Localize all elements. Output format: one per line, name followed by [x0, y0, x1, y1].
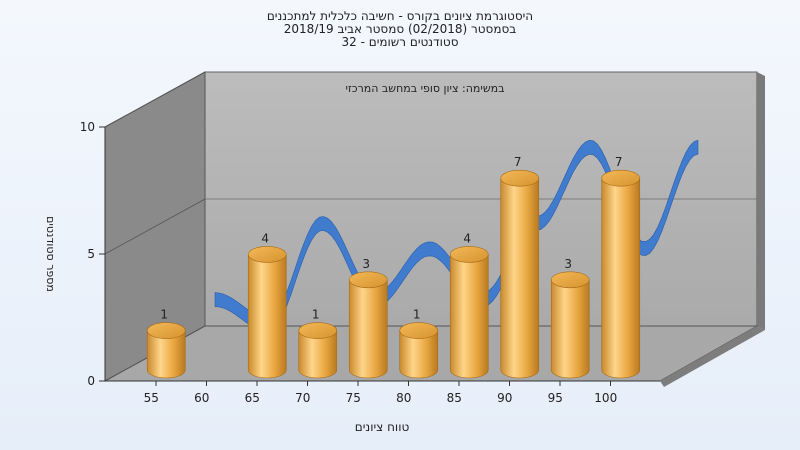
floor-front-edge	[660, 326, 765, 387]
bar-value-label: 3	[564, 257, 572, 271]
x-tick-label: 60	[194, 391, 209, 405]
bar-body	[399, 330, 439, 379]
bar-body	[146, 330, 186, 379]
bar-70: 1	[298, 308, 338, 379]
chart-subtitle: במשימה: ציון סופי במחשב המרכזי	[345, 82, 504, 95]
x-tick-label: 100	[594, 391, 617, 405]
bar-cap	[247, 246, 287, 263]
bar-65: 4	[247, 231, 287, 379]
bar-80: 1	[399, 308, 439, 379]
bar-value-label: 7	[514, 155, 522, 169]
x-tick-label: 80	[396, 391, 411, 405]
bar-body	[449, 254, 489, 379]
x-tick-label: 90	[497, 391, 512, 405]
bar-cap	[399, 322, 439, 339]
x-tick-label: 70	[295, 391, 310, 405]
bar-100: 7	[601, 155, 641, 379]
bar-75: 3	[348, 257, 388, 379]
y-tick-label: 10	[80, 120, 95, 134]
bar-body	[550, 279, 590, 379]
bar-value-label: 4	[463, 231, 471, 245]
x-tick-label: 65	[245, 391, 260, 405]
x-tick-label: 75	[346, 391, 361, 405]
bar-cap	[550, 271, 590, 289]
bar-body	[298, 330, 338, 379]
x-axis: 55 60 65 70 75 80 85 90 95 100	[105, 380, 660, 405]
x-tick-label: 55	[144, 391, 159, 405]
bar-body	[247, 254, 287, 379]
bar-85: 4	[449, 231, 489, 379]
bar-value-label: 3	[362, 257, 370, 271]
x-tick-label: 95	[548, 391, 563, 405]
gridline-side	[104, 198, 206, 255]
bar-cap	[348, 271, 388, 289]
bars: 1 4 1 3 1 4 7 3 7	[146, 155, 641, 379]
bar-value-label: 4	[261, 231, 269, 245]
title-line-2: בסמסטר (02/2018) סמסטר אביב 2018/19	[283, 22, 517, 36]
chart-title: היסטוגרמת ציונים בקורס - חשיבה כלכלית למ…	[0, 10, 800, 49]
bar-value-label: 7	[615, 155, 623, 169]
bar-body	[500, 177, 540, 379]
title-line-3: סטודנטים רשומים - 32	[341, 35, 459, 49]
title-line-1: היסטוגרמת ציונים בקורס - חשיבה כלכלית למ…	[266, 9, 534, 23]
back-wall-right-edge	[757, 72, 765, 330]
y-axis-label: מספר סטודנטים	[44, 216, 57, 292]
bar-body	[601, 177, 641, 379]
bar-cap	[500, 169, 540, 187]
y-tick-label: 5	[87, 247, 95, 261]
x-tick-label: 85	[447, 391, 462, 405]
bar-cap	[449, 246, 489, 263]
x-axis-label: טווח ציונים	[355, 420, 410, 434]
bar-value-label: 1	[413, 308, 421, 322]
y-tick-label: 0	[87, 374, 95, 388]
bar-55: 1	[146, 308, 186, 379]
bar-value-label: 1	[160, 308, 168, 322]
gridline-side	[104, 71, 206, 128]
gridlines	[104, 71, 757, 255]
bar-cap	[298, 322, 338, 339]
bar-body	[348, 279, 388, 379]
bar-cap	[146, 322, 186, 339]
bar-value-label: 1	[312, 308, 320, 322]
bar-cap	[601, 169, 641, 187]
y-axis: 0 5 10	[80, 120, 106, 388]
bar-95: 3	[550, 257, 590, 379]
bar-90: 7	[500, 155, 540, 379]
